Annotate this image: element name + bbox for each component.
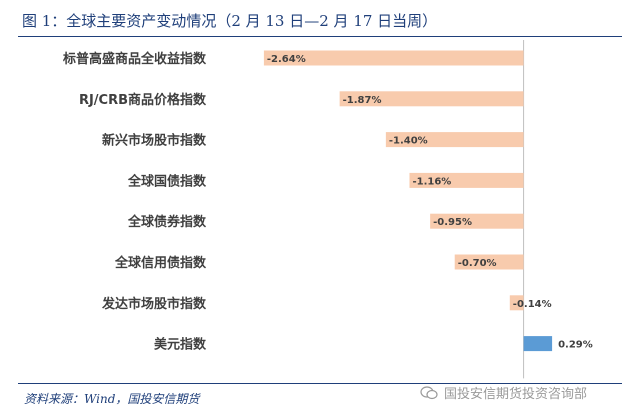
- bar: [339, 91, 524, 107]
- bar: [509, 295, 524, 311]
- category-label: 美元指数: [154, 337, 207, 353]
- bar: [454, 254, 524, 270]
- category-label: 全球信用债指数: [114, 255, 207, 271]
- data-label: -1.40%: [389, 136, 428, 147]
- bar: [409, 172, 524, 188]
- bar: [523, 336, 553, 352]
- bar: [263, 50, 524, 66]
- chart-svg: 标普高盛商品全收益指数 -2.64% RJ/CRB商品价格指数 -1.87% 新兴市场股…: [62, 40, 593, 379]
- data-label: -0.70%: [458, 258, 497, 269]
- source-note: 资料来源：Wind，国投安信期货: [24, 392, 200, 406]
- category-label: 全球国债指数: [127, 173, 207, 189]
- watermark-text: 国投安信期货投资咨询部: [444, 387, 588, 402]
- bar: [385, 132, 524, 148]
- watermark: 国投安信期货投资咨询部: [420, 383, 587, 402]
- bar-chart: 标普高盛商品全收益指数 -2.64% RJ/CRB商品价格指数 -1.87% 新兴市场股…: [0, 38, 640, 387]
- bar: [430, 213, 524, 229]
- data-label: 0.29%: [558, 340, 593, 351]
- category-label: 新兴市场股市指数: [102, 133, 207, 149]
- category-label: 发达市场股市指数: [101, 296, 207, 312]
- category-label: 标普高盛商品全收益指数: [62, 51, 207, 67]
- footer-divider: [18, 383, 622, 384]
- chart-title: 图 1：全球主要资产变动情况（2 月 13 日—2 月 17 日当周）: [22, 12, 438, 30]
- data-label: -0.14%: [513, 299, 552, 310]
- data-label: -0.95%: [433, 217, 472, 228]
- category-label: 全球债券指数: [127, 214, 207, 230]
- data-label: -2.64%: [267, 54, 306, 65]
- title-divider: [18, 36, 622, 37]
- data-label: -1.87%: [343, 95, 382, 106]
- data-label: -1.16%: [412, 176, 451, 187]
- wechat-icon: [420, 385, 438, 399]
- category-label: RJ/CRB商品价格指数: [79, 92, 207, 108]
